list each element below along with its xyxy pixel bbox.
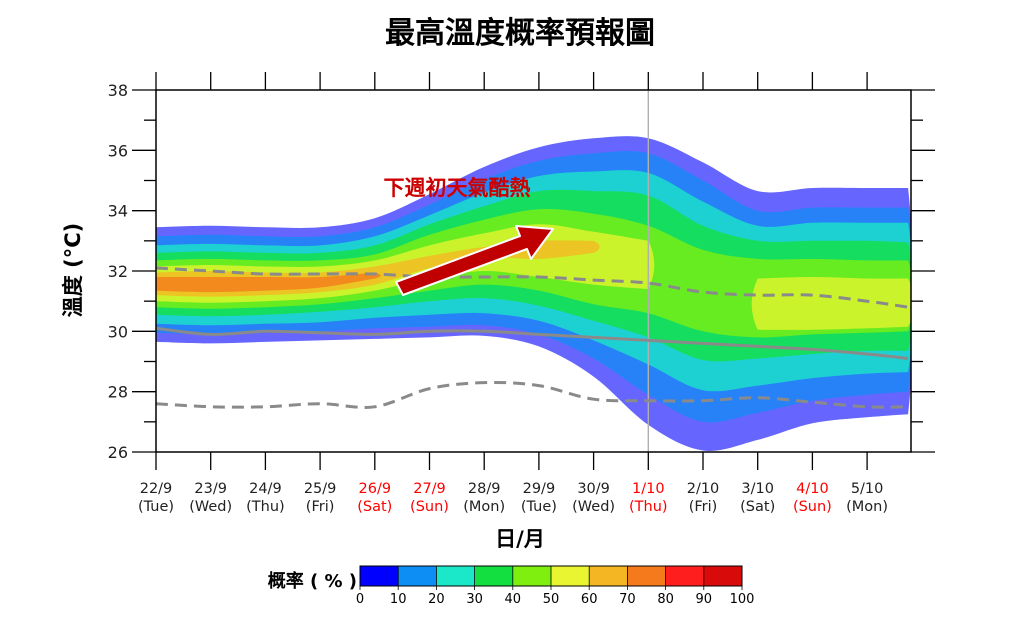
- x-tick-day-label: (Sun): [410, 499, 449, 515]
- colorbar-swatch-50: [551, 566, 590, 586]
- colorbar-swatch-30: [474, 566, 514, 586]
- colorbar-tick-label: 90: [696, 592, 713, 607]
- colorbar-tick-label: 50: [543, 592, 560, 607]
- solid-percentile-line-1: [156, 326, 909, 360]
- colorbar-swatch-90: [703, 566, 743, 586]
- x-tick-date-label: 3/10: [741, 481, 774, 497]
- x-tick-day-label: (Sat): [740, 499, 775, 515]
- y-tick-label: 28: [108, 383, 128, 402]
- dashed-percentile-line-2: [156, 380, 909, 409]
- x-tick-labels: 22/9 (Tue) 23/9 (Wed) 24/9 (Thu) 25/9 (Fri) 26/9…: [138, 481, 888, 515]
- x-tick-date-label: 28/9: [468, 481, 501, 497]
- x-tick-day-label: (Wed): [189, 499, 232, 515]
- colorbar-swatch-10: [398, 566, 437, 586]
- x-tick-day-label: (Mon): [463, 499, 505, 515]
- x-tick-date-label: 26/9: [359, 481, 392, 497]
- y-tick-labels: 26 28 30 32 34 36 38: [108, 81, 128, 462]
- chart-title: 最高溫度概率預報圖: [385, 16, 655, 51]
- colorbar-title: 概率 ( % ): [268, 570, 357, 592]
- arrow-shape: [395, 225, 554, 296]
- colorbar-swatch-70: [627, 566, 666, 586]
- x-tick-day-label: (Sat): [357, 499, 392, 515]
- colorbar-tick-label: 40: [505, 592, 522, 607]
- colorbar-tick-label: 80: [657, 592, 674, 607]
- colorbar-swatch-80: [665, 566, 705, 586]
- colorbar-tick-label: 60: [581, 592, 598, 607]
- x-tick-date-label: 27/9: [413, 481, 446, 497]
- probability-band-70: [156, 272, 381, 293]
- y-tick-label: 34: [108, 202, 128, 221]
- colorbar-swatch-40: [512, 566, 552, 586]
- x-tick-day-label: (Wed): [572, 499, 615, 515]
- x-tick-date-label: 30/9: [577, 481, 610, 497]
- colorbar-legend: 概率 ( % ) 0 10 20 30 40 50 60 70 80 90 100: [268, 565, 755, 607]
- dashed-percentile-line-0: [156, 266, 909, 309]
- y-tick-label: 32: [108, 262, 128, 281]
- x-tick-date-label: 24/9: [249, 481, 282, 497]
- x-axis-title: 日/月: [495, 527, 545, 551]
- x-tick-day-label: (Fri): [306, 499, 335, 515]
- x-tick-day-label: (Thu): [629, 499, 668, 515]
- colorbar-tick-label: 30: [466, 592, 483, 607]
- x-tick-date-label: 2/10: [687, 481, 720, 497]
- probability-bands: [156, 90, 911, 452]
- annotation-text: 下週初天氣酷熱: [384, 176, 531, 200]
- x-tick-day-label: (Fri): [689, 499, 718, 515]
- x-tick-day-label: (Thu): [246, 499, 285, 515]
- probability-band-50: [751, 277, 911, 330]
- x-tick-date-label: 4/10: [796, 481, 829, 497]
- annotation-arrow: [395, 225, 554, 296]
- x-tick-day-label: (Sun): [793, 499, 832, 515]
- colorbar-tick-label: 20: [428, 592, 445, 607]
- y-tick-label: 30: [108, 322, 128, 341]
- colorbar-tick-label: 0: [356, 592, 364, 607]
- x-tick-day-label: (Mon): [846, 499, 888, 515]
- y-axis-title: 溫度 (°C): [61, 223, 85, 317]
- y-tick-label: 26: [108, 443, 128, 462]
- colorbar-tick-label: 10: [390, 592, 407, 607]
- y-tick-label: 36: [108, 141, 128, 160]
- colorbar-swatch-0: [360, 566, 399, 586]
- y-tick-label: 38: [108, 81, 128, 100]
- axes: [132, 72, 935, 470]
- x-tick-date-label: 29/9: [523, 481, 556, 497]
- x-tick-date-label: 5/10: [851, 481, 884, 497]
- colorbar-swatch-20: [436, 566, 475, 586]
- x-tick-date-label: 25/9: [304, 481, 337, 497]
- x-tick-day-label: (Tue): [138, 499, 174, 515]
- colorbar-tick-label: 70: [619, 592, 636, 607]
- annotation: 下週初天氣酷熱: [384, 176, 554, 296]
- x-tick-day-label: (Tue): [521, 499, 557, 515]
- x-tick-date-label: 22/9: [140, 481, 173, 497]
- percentile-lines: [156, 266, 909, 409]
- x-tick-date-label: 23/9: [194, 481, 227, 497]
- colorbar-swatch-60: [589, 566, 628, 586]
- x-tick-date-label: 1/10: [632, 481, 665, 497]
- colorbar-tick-label: 100: [730, 592, 755, 607]
